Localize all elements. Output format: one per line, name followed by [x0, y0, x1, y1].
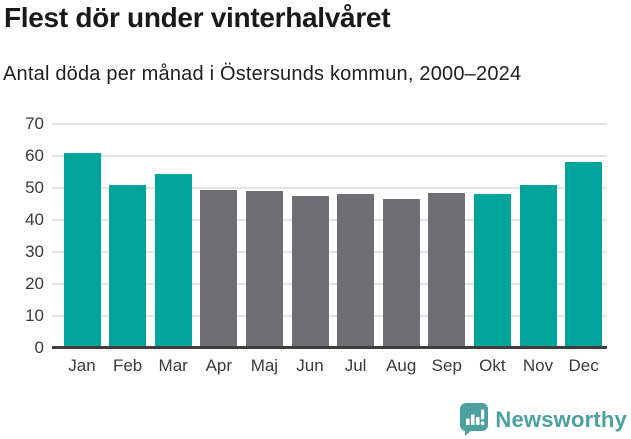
bar-aug	[382, 199, 420, 348]
bar-jun	[291, 196, 329, 348]
y-tick-label-30: 30	[25, 242, 44, 261]
bar-jul	[337, 194, 375, 348]
x-tick-label-okt: Okt	[479, 356, 506, 375]
gridline-y-10	[52, 315, 607, 317]
x-tick-label-dec: Dec	[568, 356, 599, 375]
gridline-y-70	[52, 123, 607, 125]
x-tick-label-jan: Jan	[68, 356, 96, 375]
bar-maj	[245, 191, 283, 348]
x-tick-label-feb: Feb	[112, 356, 143, 375]
chart-subtitle: Antal döda per månad i Östersunds kommun…	[3, 63, 522, 85]
y-tick-label-50: 50	[25, 178, 44, 197]
bar-dec	[565, 162, 603, 348]
x-tick-label-jul: Jul	[344, 356, 367, 375]
x-tick-label-maj: Maj	[250, 356, 279, 375]
y-tick-label-40: 40	[25, 210, 44, 229]
x-tick-label-mar: Mar	[158, 356, 188, 375]
brand-footer: Newsworthy	[460, 403, 627, 436]
x-axis-line	[52, 346, 607, 349]
brand-name: Newsworthy	[495, 406, 627, 432]
bar-feb	[109, 184, 147, 348]
y-tick-label-0: 0	[34, 338, 44, 357]
x-tick-label-aug: Aug	[386, 356, 417, 375]
gridline-y-60	[52, 155, 607, 157]
bar-sep	[428, 192, 466, 348]
gridline-y-50	[52, 187, 607, 189]
x-tick-label-sep: Sep	[431, 356, 462, 375]
bar-apr	[200, 189, 238, 348]
chart-title: Flest dör under vinterhalvåret	[4, 2, 391, 33]
y-tick-label-70: 70	[25, 114, 44, 133]
y-tick-label-20: 20	[25, 274, 44, 293]
bar-mar	[154, 173, 192, 348]
x-tick-label-apr: Apr	[205, 356, 233, 375]
bar-okt	[473, 194, 511, 348]
y-tick-label-60: 60	[25, 146, 44, 165]
gridline-y-40	[52, 219, 607, 221]
gridline-y-30	[52, 251, 607, 253]
y-tick-label-10: 10	[25, 306, 44, 325]
gridline-y-20	[52, 283, 607, 285]
x-tick-label-nov: Nov	[522, 356, 554, 375]
x-tick-label-jun: Jun	[296, 356, 324, 375]
newsworthy-logo-icon	[460, 403, 489, 436]
bar-nov	[519, 184, 557, 348]
bar-jan	[63, 152, 101, 348]
